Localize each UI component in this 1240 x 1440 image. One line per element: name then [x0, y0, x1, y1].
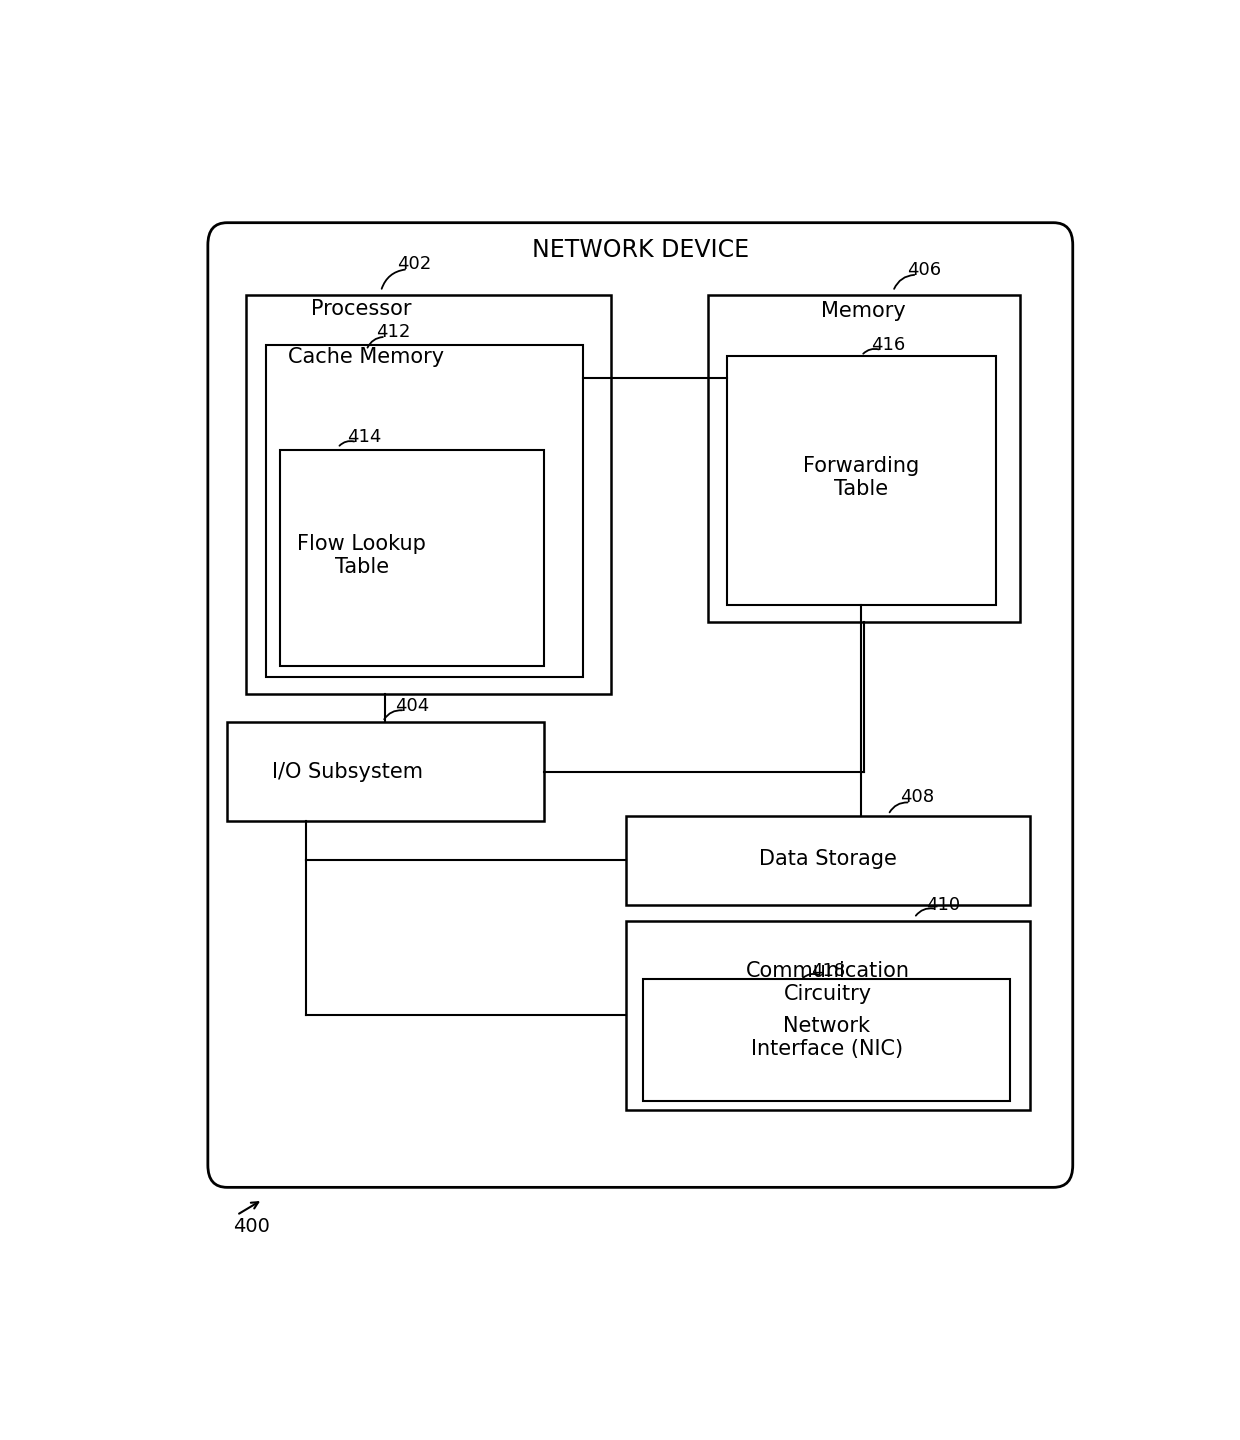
Text: 406: 406 — [906, 262, 941, 279]
Text: I/O Subsystem: I/O Subsystem — [272, 762, 423, 782]
Text: 408: 408 — [900, 788, 934, 806]
Text: Memory: Memory — [821, 301, 905, 321]
FancyBboxPatch shape — [208, 223, 1073, 1188]
Text: Network
Interface (NIC): Network Interface (NIC) — [750, 1017, 903, 1060]
Text: Flow Lookup
Table: Flow Lookup Table — [298, 534, 427, 577]
Text: Communication
Circuitry: Communication Circuitry — [745, 960, 910, 1004]
Text: 400: 400 — [233, 1217, 269, 1236]
Bar — [626, 816, 1029, 904]
Bar — [280, 449, 544, 667]
Text: Processor: Processor — [311, 300, 412, 320]
Text: 412: 412 — [376, 324, 410, 341]
Bar — [227, 721, 544, 821]
Text: NETWORK DEVICE: NETWORK DEVICE — [532, 239, 749, 262]
Bar — [708, 295, 1019, 622]
Text: 416: 416 — [872, 336, 905, 354]
Text: 414: 414 — [347, 428, 382, 446]
Text: Data Storage: Data Storage — [759, 850, 897, 870]
Text: Cache Memory: Cache Memory — [289, 347, 444, 367]
Text: 402: 402 — [397, 255, 432, 272]
Bar — [626, 922, 1029, 1110]
Text: 418: 418 — [811, 962, 844, 981]
Bar — [265, 344, 583, 677]
Text: 410: 410 — [926, 896, 960, 913]
Text: Forwarding
Table: Forwarding Table — [804, 456, 920, 500]
Bar — [727, 356, 996, 605]
Bar — [644, 979, 1011, 1100]
Bar — [247, 295, 611, 694]
Text: 404: 404 — [396, 697, 430, 716]
